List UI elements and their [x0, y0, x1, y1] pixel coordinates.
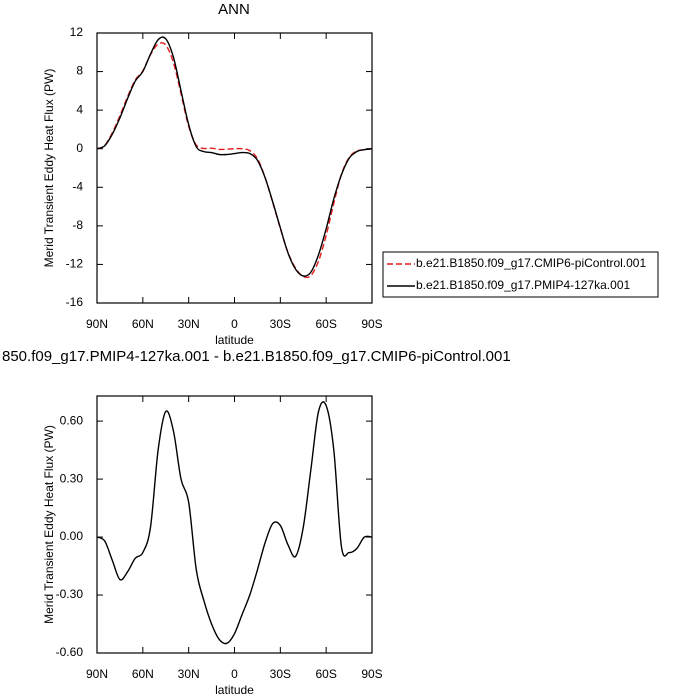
y-tick-label: -4 — [72, 179, 83, 193]
plot-frame — [96, 32, 373, 304]
x-tick-label: 0 — [231, 667, 238, 681]
plot-frame — [96, 395, 373, 654]
legend-label: b.e21.B1850.f09_g17.PMIP4-127ka.001 — [416, 278, 630, 292]
y-tick-label: -12 — [66, 257, 84, 271]
y-tick-label: 0.60 — [60, 413, 84, 427]
x-tick-label: 90N — [86, 667, 108, 681]
y-tick-label: 12 — [70, 25, 84, 39]
x-tick-label: 30S — [270, 317, 291, 331]
y-tick-label: -8 — [72, 218, 83, 232]
x-tick-label: 60S — [315, 667, 336, 681]
x-tick-label: 90S — [361, 317, 382, 331]
x-tick-label: 30N — [178, 667, 200, 681]
x-tick-label: 60S — [315, 317, 336, 331]
y-tick-label: 0.00 — [60, 529, 84, 543]
y-tick-label: -0.30 — [56, 587, 84, 601]
x-tick-label: 0 — [231, 317, 238, 331]
chart-title: ANN — [218, 1, 250, 18]
y-axis-label: Merid Transient Eddy Heat Flux (PW) — [42, 425, 56, 624]
x-tick-label: 90S — [361, 667, 382, 681]
y-tick-label: -0.60 — [56, 645, 84, 659]
legend-label: b.e21.B1850.f09_g17.CMIP6-piControl.001 — [416, 256, 646, 270]
x-axis-label: latitude — [215, 333, 254, 347]
y-tick-label: 4 — [76, 102, 83, 116]
y-tick-label: 0.30 — [60, 471, 84, 485]
y-axis-label: Merid Transient Eddy Heat Flux (PW) — [42, 69, 56, 268]
data-line — [96, 36, 373, 277]
data-line — [96, 401, 373, 645]
y-tick-label: -16 — [66, 295, 84, 309]
x-tick-label: 30N — [178, 317, 200, 331]
x-tick-label: 60N — [132, 317, 154, 331]
chart-title: 850.f09_g17.PMIP4-127ka.001 - b.e21.B185… — [2, 348, 511, 365]
y-tick-label: 0 — [76, 141, 83, 155]
x-tick-label: 30S — [270, 667, 291, 681]
y-tick-label: 8 — [76, 64, 83, 78]
legend-box — [382, 251, 659, 298]
x-tick-label: 60N — [132, 667, 154, 681]
x-tick-label: 90N — [86, 317, 108, 331]
x-axis-label: latitude — [215, 683, 254, 697]
